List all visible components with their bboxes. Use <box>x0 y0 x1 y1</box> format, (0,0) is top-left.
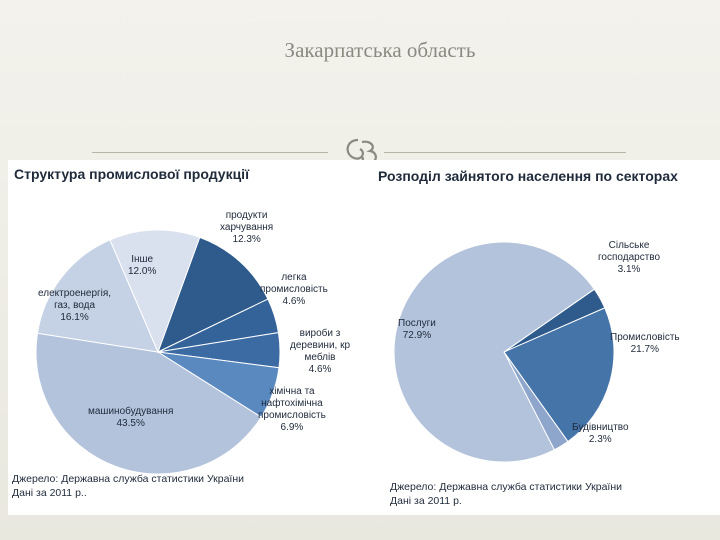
slice-label-електроенергія-газ-вода: електроенергія, газ, вода 16.1% <box>38 288 111 324</box>
slice-label-name: продукти <box>225 210 268 221</box>
slice-label-value: 12.3% <box>232 234 261 245</box>
slice-label-value: 4.6% <box>282 296 306 307</box>
slice-label-вироби-з-деревини-кр-меблів: вироби з деревини, кр меблів 4.6% <box>290 328 350 376</box>
slice-label-продукти-харчування: продукти харчування 12.3% <box>220 210 273 246</box>
slice-label-name: харчування <box>220 222 274 233</box>
slice-label-name: Будівництво <box>572 422 629 433</box>
slice-label-name: газ, вода <box>54 300 96 311</box>
slice-label-name: господарство <box>598 252 661 263</box>
source-line-1: Джерело: Державна служба статистики Укра… <box>390 481 623 493</box>
slice-label-name: хімічна та <box>269 386 315 397</box>
industrial-structure-panel: Структура промислової продукції продукти… <box>8 160 374 515</box>
slide-title: Закарпатська область <box>284 38 476 62</box>
slice-label-name: промисловість <box>258 410 326 421</box>
chart-title-industry: Структура промислової продукції <box>14 166 250 182</box>
title-rule-right <box>384 152 626 153</box>
slice-label-value: 12.0% <box>128 266 157 277</box>
industry-pie-chart <box>35 229 281 475</box>
source-line-2: Дані за 2011 р. <box>390 495 462 507</box>
pie-slice-електроенергія-газ-вода <box>36 239 159 353</box>
slice-label-value: 43.5% <box>116 418 145 429</box>
employment-panel: Розподіл зайнятого населення по секторах… <box>374 160 720 515</box>
chart-title-employment: Розподіл зайнятого населення по секторах <box>378 168 678 184</box>
slice-label-value: 4.6% <box>308 364 332 375</box>
pie-slice-інше <box>109 229 201 354</box>
title-rule-left <box>92 152 328 153</box>
slice-label-name: легка <box>281 272 307 283</box>
slice-label-інше: Інше 12.0% <box>128 254 156 278</box>
employment-pie-chart <box>393 241 615 463</box>
slice-label-name: електроенергія, <box>38 288 112 299</box>
slice-label-name: вироби з <box>299 328 341 339</box>
pie-slice-промисловість <box>503 307 615 443</box>
slice-label-name: Промисловість <box>610 332 680 343</box>
slice-label-value: 6.9% <box>280 422 304 433</box>
slice-label-name: Послуги <box>398 318 436 329</box>
slice-label-name: меблів <box>304 352 336 363</box>
slice-label-name: машинобудування <box>88 406 174 417</box>
source-line-1: Джерело: Державна служба статистики Укра… <box>12 473 245 485</box>
pie-slice-машинобудування <box>35 332 262 475</box>
source-text-employment: Джерело: Державна служба статистики Укра… <box>390 480 622 508</box>
slice-label-промисловість: Промисловість 21.7% <box>610 332 680 356</box>
slice-label-name: Сільське <box>608 240 650 251</box>
slice-label-name: промисловість <box>260 284 328 295</box>
slice-label-легка-промисловість: легка промисловість 4.6% <box>260 272 328 308</box>
pie-slice-послуги <box>393 241 596 463</box>
slice-label-машинобудування: машинобудування 43.5% <box>88 406 173 430</box>
slice-label-сільське-господарство: Сільське господарство 3.1% <box>598 240 660 276</box>
source-line-2: Дані за 2011 р.. <box>12 487 87 499</box>
slice-label-послуги: Послуги 72.9% <box>398 318 436 342</box>
slice-label-value: 3.1% <box>617 264 641 275</box>
pie-slice-продукти-харчування <box>157 236 269 353</box>
slice-label-будівництво: Будівництво 2.3% <box>572 422 629 446</box>
slice-label-name: нафтохімічна <box>261 398 323 409</box>
source-text-industry: Джерело: Державна служба статистики Укра… <box>12 472 244 500</box>
slice-label-хімічна-та-нафтохімічна-промисловість: хімічна та нафтохімічна промисловість 6.9% <box>258 386 326 434</box>
slice-label-value: 2.3% <box>588 434 612 445</box>
slice-label-value: 72.9% <box>402 330 432 341</box>
slice-label-name: деревини, кр <box>290 340 351 351</box>
slice-label-value: 16.1% <box>60 312 89 323</box>
slice-label-name: Інше <box>131 254 154 265</box>
slice-label-value: 21.7% <box>630 344 659 355</box>
